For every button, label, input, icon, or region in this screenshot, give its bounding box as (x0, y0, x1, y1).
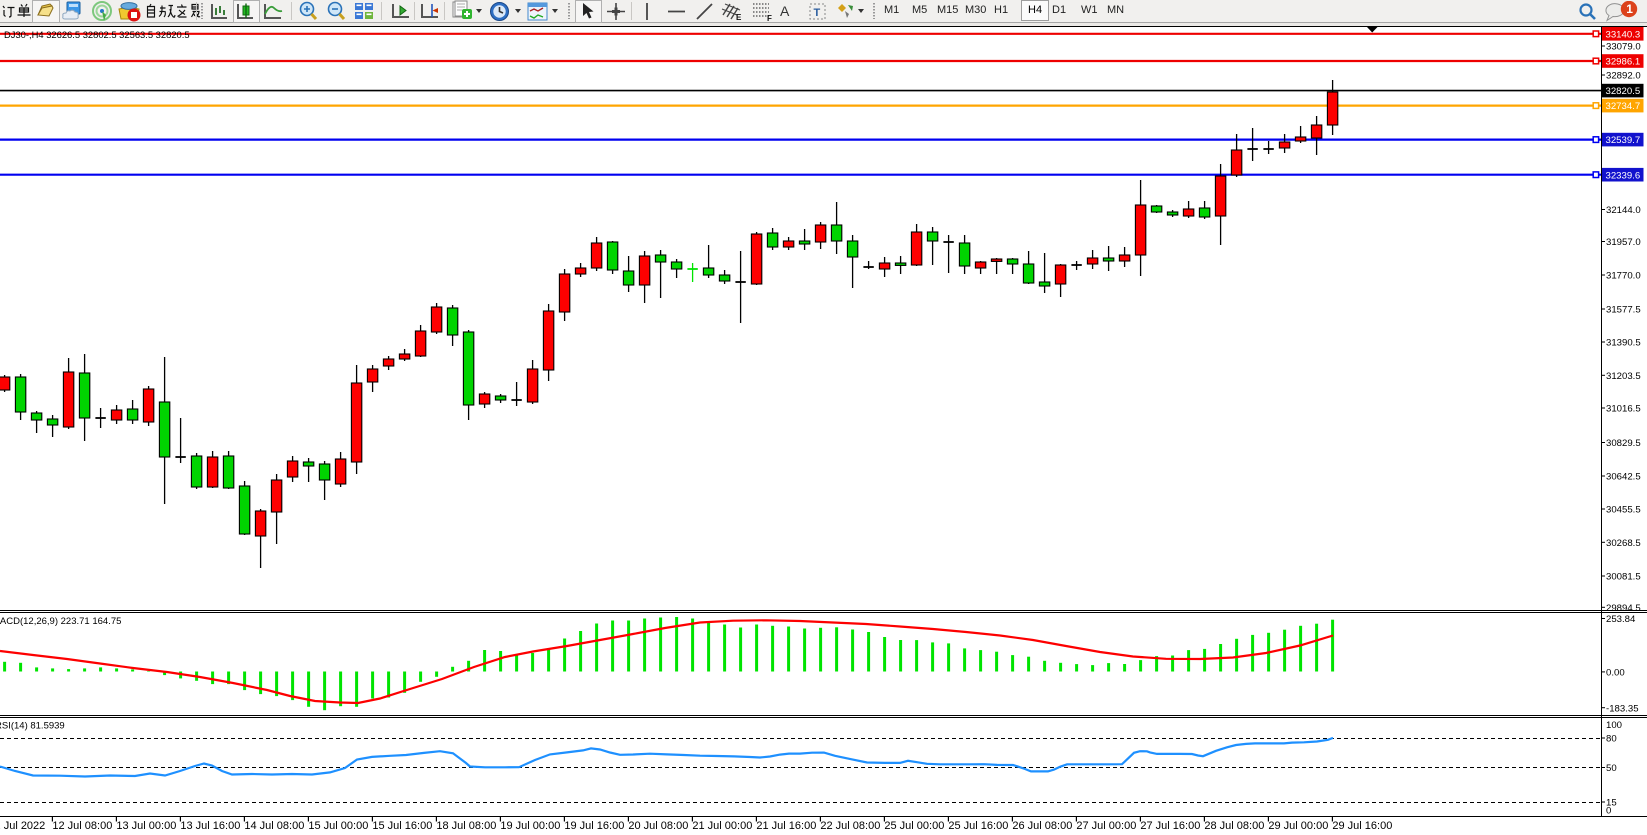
svg-text:31016.5: 31016.5 (1606, 404, 1641, 415)
svg-text:31770.0: 31770.0 (1606, 271, 1641, 282)
svg-text:19 Jul 16:00: 19 Jul 16:00 (564, 820, 624, 832)
svg-text:30455.5: 30455.5 (1606, 505, 1641, 516)
svg-text:21 Jul 16:00: 21 Jul 16:00 (756, 820, 816, 832)
svg-text:32986.1: 32986.1 (1606, 57, 1641, 68)
svg-text:50: 50 (1606, 763, 1617, 774)
svg-text:22 Jul 08:00: 22 Jul 08:00 (820, 820, 880, 832)
svg-text:29894.5: 29894.5 (1606, 603, 1641, 614)
svg-text:30081.5: 30081.5 (1606, 572, 1641, 583)
svg-text:32820.5: 32820.5 (1606, 86, 1641, 97)
svg-text:32539.7: 32539.7 (1606, 135, 1641, 146)
svg-text:28 Jul 08:00: 28 Jul 08:00 (1204, 820, 1264, 832)
svg-text:33079.0: 33079.0 (1606, 42, 1641, 53)
svg-text:21 Jul 00:00: 21 Jul 00:00 (692, 820, 752, 832)
svg-text:12 Jul 08:00: 12 Jul 08:00 (52, 820, 112, 832)
svg-text:DJ30-,H4 32626.5 32802.5 3256: DJ30-,H4 32626.5 32802.5 32563.5 32820.5 (4, 29, 190, 40)
svg-text:80: 80 (1606, 734, 1617, 745)
svg-text:25 Jul 00:00: 25 Jul 00:00 (884, 820, 944, 832)
svg-text:15: 15 (1606, 798, 1617, 809)
svg-text:27 Jul 00:00: 27 Jul 00:00 (1076, 820, 1136, 832)
svg-text:RSI(14) 81.5939: RSI(14) 81.5939 (0, 721, 65, 732)
svg-text:15 Jul 16:00: 15 Jul 16:00 (372, 820, 432, 832)
svg-text:0: 0 (1606, 805, 1611, 816)
svg-text:30642.5: 30642.5 (1606, 472, 1641, 483)
svg-text:19 Jul 00:00: 19 Jul 00:00 (500, 820, 560, 832)
svg-text:31203.5: 31203.5 (1606, 371, 1641, 382)
svg-text:F: F (767, 14, 772, 22)
svg-text:12 Jul 2022: 12 Jul 2022 (0, 820, 45, 832)
svg-text:20 Jul 08:00: 20 Jul 08:00 (628, 820, 688, 832)
svg-text:14 Jul 08:00: 14 Jul 08:00 (244, 820, 304, 832)
svg-text:T: T (814, 7, 821, 19)
svg-text:25 Jul 16:00: 25 Jul 16:00 (948, 820, 1008, 832)
svg-text:E: E (736, 13, 742, 22)
svg-text:253.84: 253.84 (1606, 614, 1636, 625)
svg-text:13 Jul 16:00: 13 Jul 16:00 (180, 820, 240, 832)
svg-text:32892.0: 32892.0 (1606, 71, 1641, 82)
svg-text:30268.5: 30268.5 (1606, 538, 1641, 549)
svg-text:32144.0: 32144.0 (1606, 205, 1641, 216)
svg-text:33140.3: 33140.3 (1606, 29, 1641, 40)
svg-text:32734.7: 32734.7 (1606, 101, 1641, 112)
svg-text:15 Jul 00:00: 15 Jul 00:00 (308, 820, 368, 832)
svg-text:29 Jul 16:00: 29 Jul 16:00 (1332, 820, 1392, 832)
svg-text:27 Jul 16:00: 27 Jul 16:00 (1140, 820, 1200, 832)
svg-text:100: 100 (1606, 720, 1622, 731)
svg-text:31390.5: 31390.5 (1606, 338, 1641, 349)
svg-text:18 Jul 08:00: 18 Jul 08:00 (436, 820, 496, 832)
svg-text:31577.5: 31577.5 (1606, 305, 1641, 316)
svg-text:13 Jul 00:00: 13 Jul 00:00 (116, 820, 176, 832)
svg-text:MACD(12,26,9) 223.71 164.75: MACD(12,26,9) 223.71 164.75 (0, 616, 121, 627)
svg-text:0.00: 0.00 (1606, 668, 1625, 679)
svg-text:29 Jul 00:00: 29 Jul 00:00 (1268, 820, 1328, 832)
svg-text:30829.5: 30829.5 (1606, 438, 1641, 449)
svg-text:32339.6: 32339.6 (1606, 170, 1641, 181)
svg-text:26 Jul 08:00: 26 Jul 08:00 (1012, 820, 1072, 832)
svg-text:-183.35: -183.35 (1606, 703, 1639, 714)
svg-text:1: 1 (1626, 2, 1633, 16)
svg-text:31957.0: 31957.0 (1606, 237, 1641, 248)
